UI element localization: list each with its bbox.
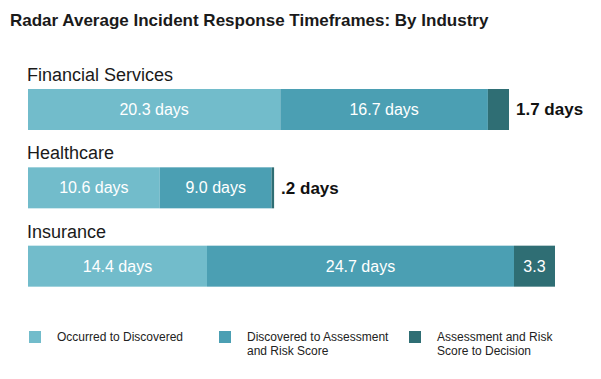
- title: Radar Average Incident Response Timefram…: [10, 11, 489, 30]
- legend: Occurred to Discovered Discovered to Asse…: [29, 330, 553, 358]
- bar: [280, 89, 488, 130]
- bar: [160, 167, 272, 208]
- legend-label: Discovered to Assessmentand Risk Score: [247, 330, 389, 358]
- data-label: 14.4 days: [83, 258, 152, 275]
- bar: [514, 246, 555, 287]
- chart: Radar Average Incident Response Timefram…: [0, 0, 601, 379]
- category-label: Financial Services: [27, 65, 173, 85]
- legend-item: Discovered to Assessmentand Risk Score: [219, 330, 389, 358]
- category-label: Insurance: [27, 222, 106, 242]
- bar: [28, 246, 207, 287]
- data-label: 20.3 days: [119, 101, 188, 118]
- series: [272, 89, 555, 287]
- legend-item: Occurred to Discovered: [29, 330, 183, 344]
- legend-swatch: [29, 331, 41, 343]
- bar: [488, 89, 509, 130]
- legend-label: Occurred to Discovered: [57, 330, 183, 344]
- bar: [207, 246, 514, 287]
- legend-item: Assessment and RiskScore to Decision: [409, 330, 553, 358]
- series: [160, 89, 514, 287]
- data-label: 16.7 days: [349, 101, 418, 118]
- legend-label: Assessment and RiskScore to Decision: [437, 330, 553, 358]
- category-label: Healthcare: [27, 143, 114, 163]
- data-labels: 20.3 days 10.6 days 14.4 days 16.7 days 9.0 …: [59, 100, 583, 274]
- data-label: 24.7 days: [326, 258, 395, 275]
- bar: [28, 167, 160, 208]
- data-label: 10.6 days: [59, 179, 128, 196]
- legend-swatch: [409, 331, 421, 343]
- data-label: .2 days: [281, 179, 339, 198]
- bar: [272, 167, 274, 208]
- bars: [28, 89, 555, 287]
- data-label: 9.0 days: [185, 179, 245, 196]
- data-label: 1.7 days: [516, 100, 583, 119]
- data-label: 3.3: [523, 258, 545, 275]
- legend-swatch: [219, 331, 231, 343]
- bar: [28, 89, 280, 130]
